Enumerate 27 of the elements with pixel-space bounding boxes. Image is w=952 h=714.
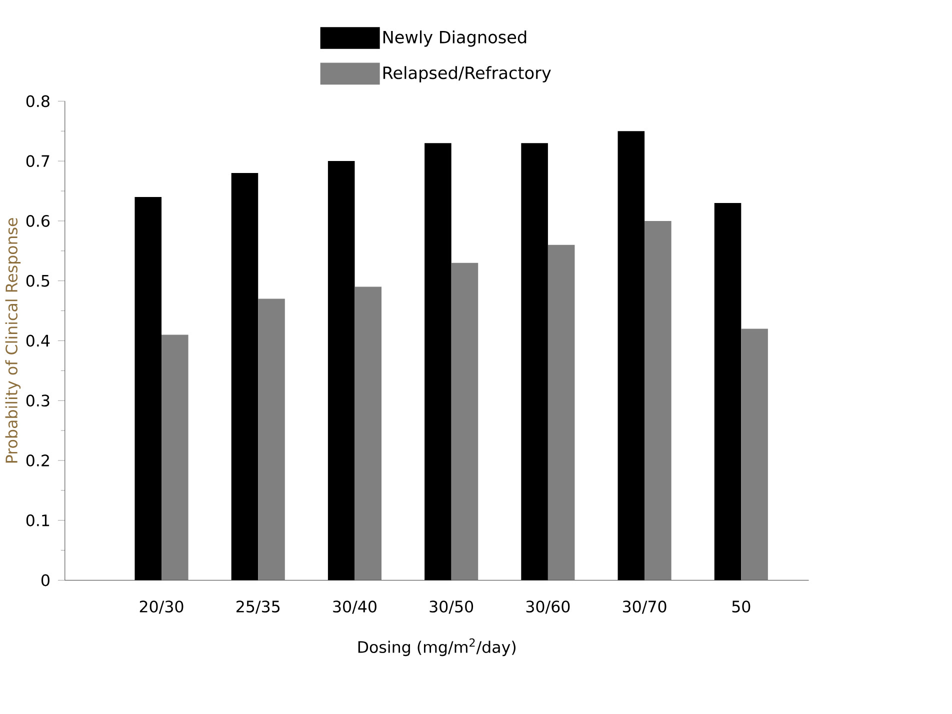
y-tick-label: 0	[41, 574, 50, 586]
y-tick-label: 0.3	[26, 394, 50, 407]
x-tick-label: 25/35	[236, 600, 280, 614]
bar	[548, 244, 575, 580]
bar	[741, 328, 768, 580]
bar	[644, 220, 672, 580]
y-tick-label: 0.6	[26, 214, 50, 227]
y-tick-label: 0.2	[26, 454, 49, 466]
y-tick-label: 0.5	[26, 274, 50, 287]
x-tick-label: 30/40	[333, 600, 376, 614]
legend-label: Newly Diagnosed	[383, 30, 526, 47]
x-tick-label: 30/60	[526, 600, 570, 614]
bar	[354, 286, 382, 580]
x-axis-title: Dosing (mg/m$^{2}$/day)	[358, 638, 516, 656]
x-tick-label: 20/30	[140, 600, 184, 614]
bar	[451, 262, 478, 580]
x-tick-label: 30/70	[622, 600, 666, 614]
x-tick-label: 30/50	[430, 600, 474, 614]
y-tick-label: 0.8	[26, 95, 50, 108]
y-tick-label: 0.4	[26, 334, 50, 347]
bar	[258, 298, 285, 580]
y-tick-label: 0.1	[26, 514, 50, 526]
legend-label: Relapsed/Refractory	[383, 66, 551, 82]
y-tick-label: 0.7	[26, 155, 50, 167]
y-axis-title: Probability of Clinical Response	[5, 218, 21, 463]
x-tick-label: 50	[732, 600, 750, 612]
bar	[162, 334, 188, 580]
